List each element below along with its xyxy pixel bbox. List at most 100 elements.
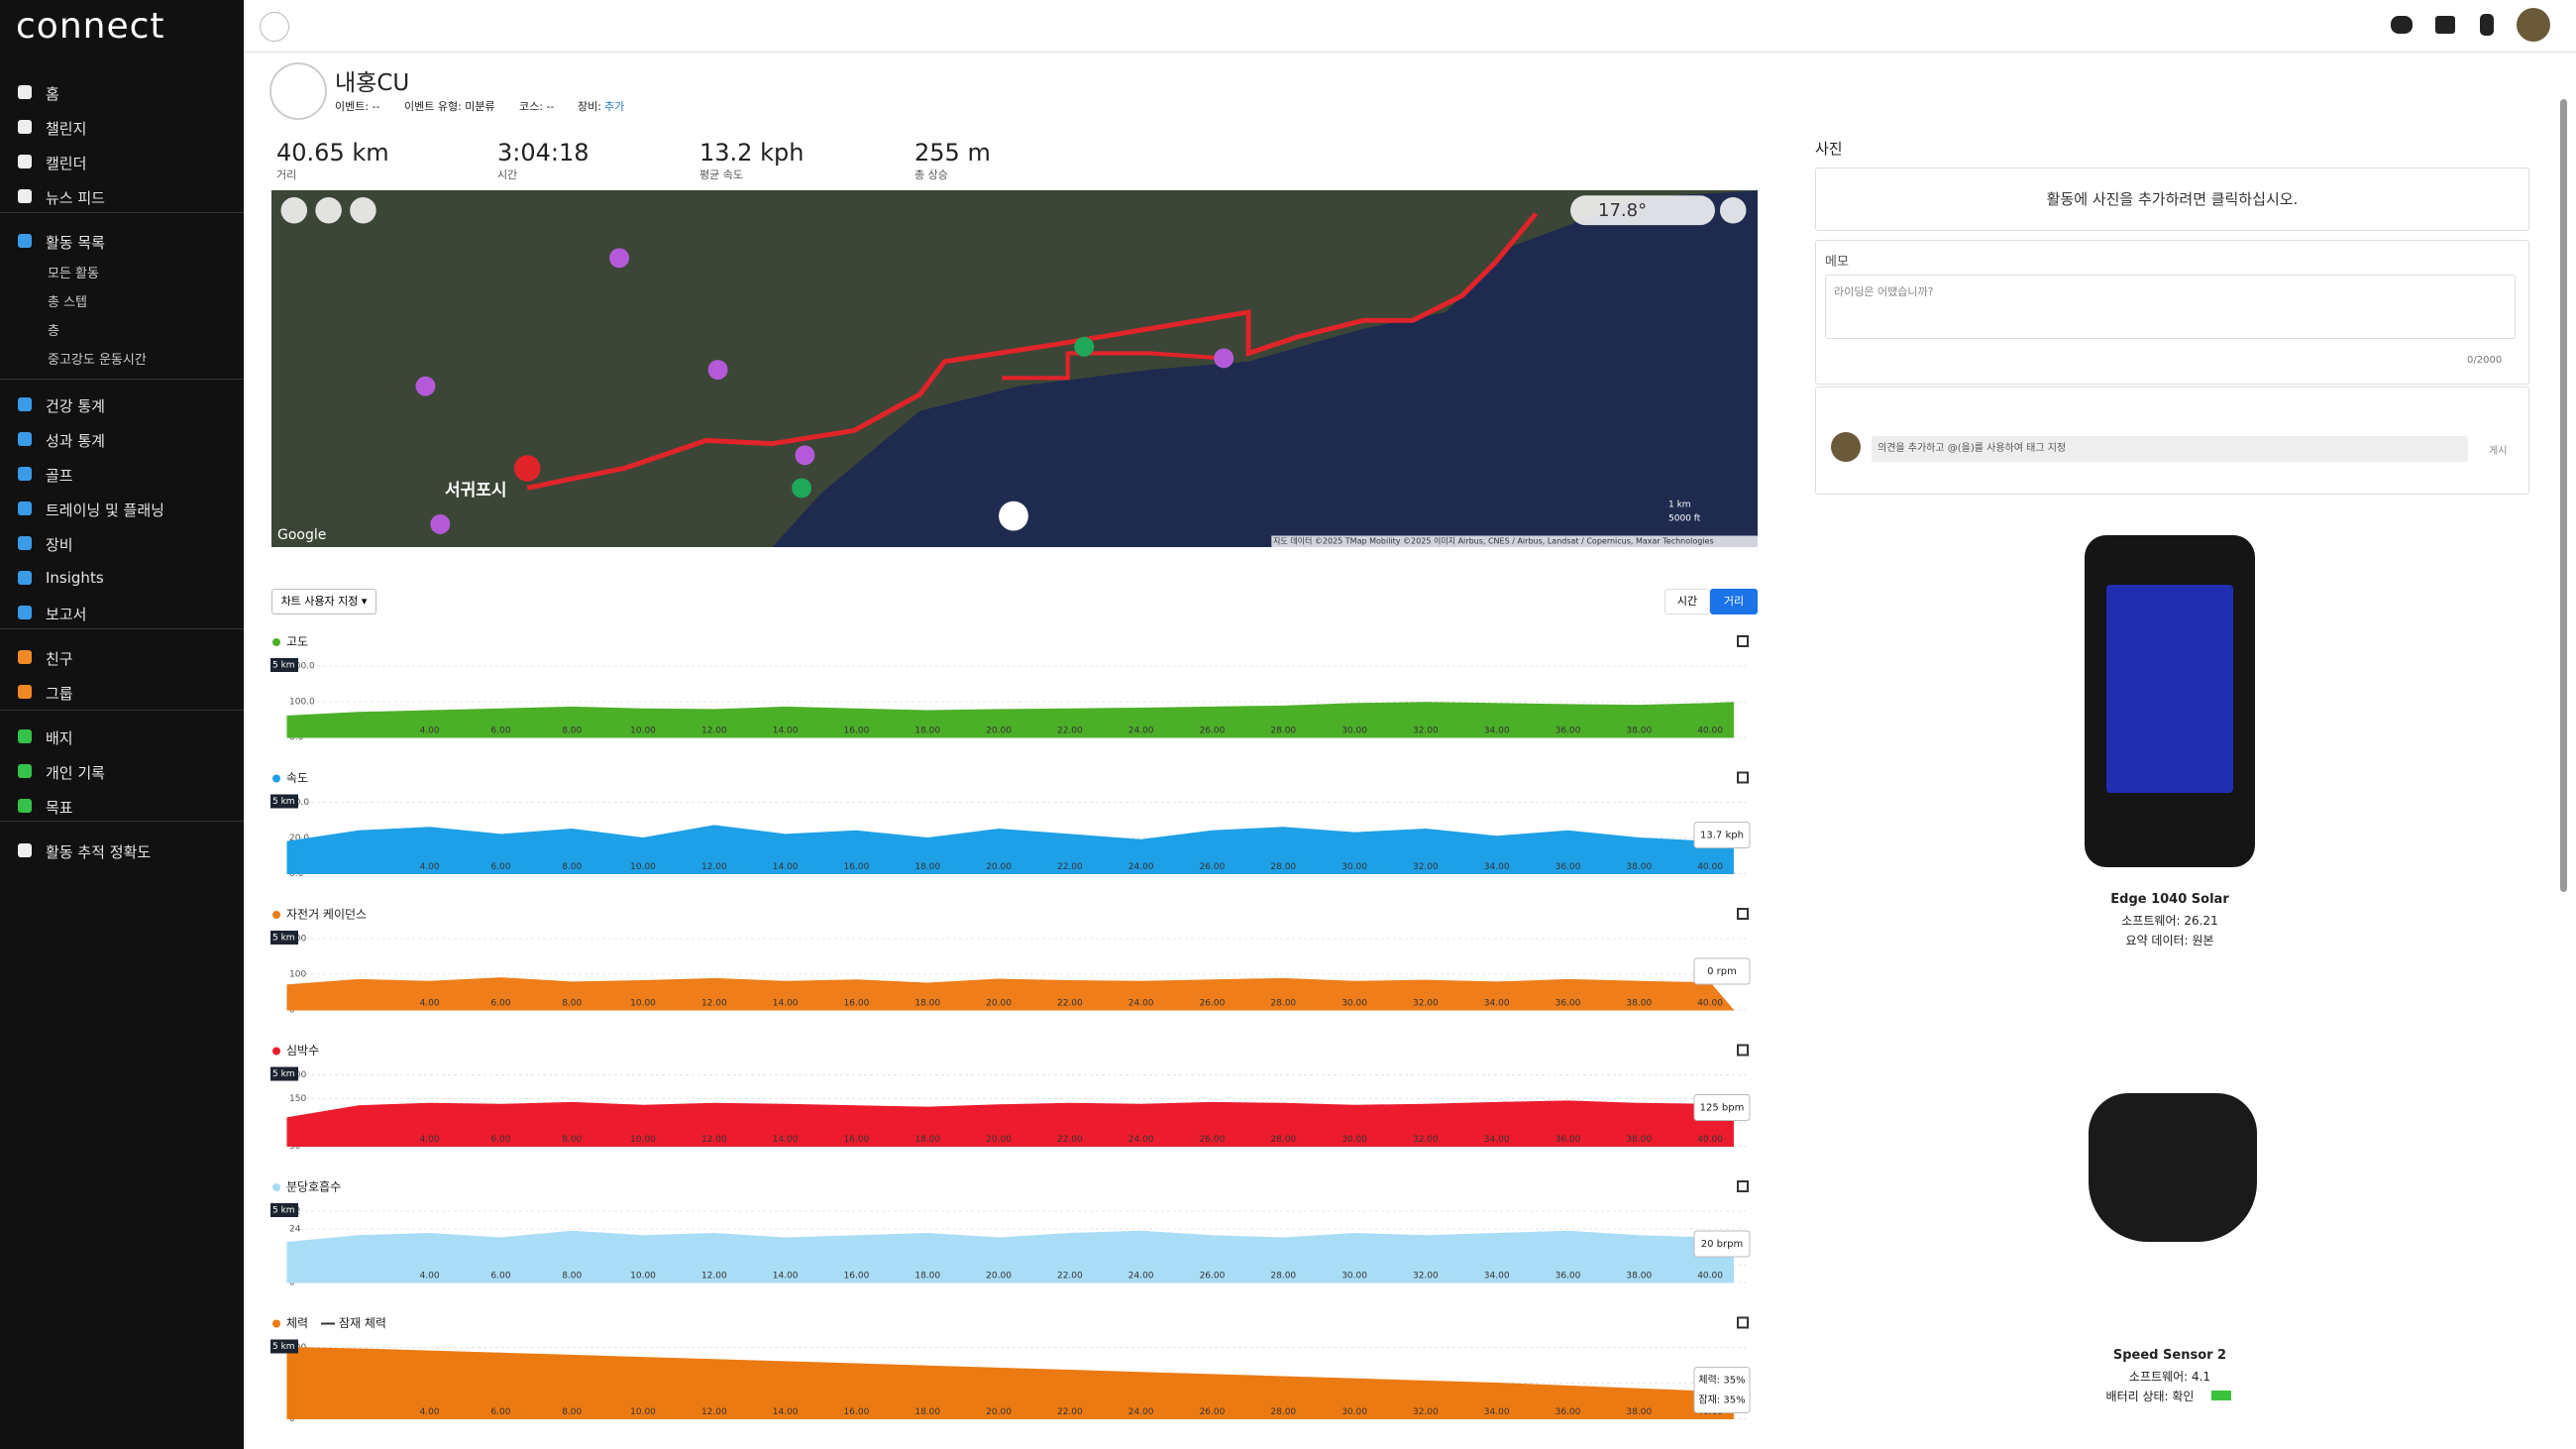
start-marker[interactable] bbox=[513, 455, 541, 482]
x-tick-label: 18.00 bbox=[914, 726, 940, 736]
notes-title: 메모 bbox=[1825, 255, 1849, 270]
customize-button[interactable]: 차트 사용자 지정 ▾ bbox=[271, 589, 376, 614]
activity-title[interactable]: 내홍CU bbox=[335, 70, 410, 96]
distance-toggle[interactable]: 거리 bbox=[1710, 589, 1758, 614]
meta-type[interactable]: 이벤트 유형: 미분류 bbox=[404, 100, 495, 113]
add-photo[interactable]: 활동에 사진을 추가하려면 클릭하십시오. bbox=[1815, 167, 2529, 231]
nav-item[interactable]: 골프 bbox=[46, 467, 73, 485]
x-tick-label: 20.00 bbox=[986, 1272, 1012, 1282]
zoom-in[interactable] bbox=[280, 196, 308, 224]
nav-icon bbox=[18, 729, 32, 743]
x-tick-label: 4.00 bbox=[420, 862, 440, 872]
x-tick-label: 24.00 bbox=[1128, 1407, 1154, 1417]
submenu-item[interactable]: 층 bbox=[48, 324, 59, 339]
nav-item[interactable]: 활동 추적 정확도 bbox=[46, 843, 152, 861]
nav-item[interactable]: 친구 bbox=[46, 650, 73, 668]
nav-icon bbox=[18, 606, 32, 619]
nav-item[interactable]: 활동 목록 bbox=[46, 234, 105, 252]
x-tick-label: 18.00 bbox=[914, 999, 940, 1009]
nav-item[interactable]: 성과 통계 bbox=[46, 432, 105, 450]
poi[interactable] bbox=[415, 376, 436, 396]
scrollbar[interactable] bbox=[2560, 99, 2567, 892]
x-tick-label: 4.00 bbox=[420, 726, 440, 736]
nav-item[interactable]: 트레이닝 및 플래닝 bbox=[46, 502, 164, 519]
chart-title: 고도 bbox=[286, 635, 308, 649]
poi[interactable] bbox=[430, 513, 451, 534]
x-tick-label: 18.00 bbox=[914, 862, 940, 872]
logo[interactable]: connect bbox=[16, 6, 165, 47]
inbox-icon[interactable] bbox=[2435, 16, 2455, 34]
nav-item[interactable]: 그룹 bbox=[46, 685, 73, 703]
device-icon[interactable] bbox=[2480, 14, 2494, 36]
submenu-item[interactable]: 모든 활동 bbox=[48, 267, 99, 281]
layers[interactable] bbox=[350, 196, 376, 224]
weather-pill[interactable] bbox=[1570, 195, 1715, 226]
nav-item[interactable]: 목표 bbox=[46, 799, 73, 817]
nav-icon bbox=[18, 502, 32, 515]
poi[interactable] bbox=[707, 360, 728, 380]
activity-icon bbox=[269, 62, 327, 120]
x-tick-label: 40.00 bbox=[1697, 1407, 1723, 1417]
nav-item[interactable]: 배지 bbox=[46, 729, 73, 747]
nav-item[interactable]: Insights bbox=[46, 569, 104, 587]
route bbox=[526, 211, 1539, 491]
x-tick-label: 4.00 bbox=[420, 1272, 440, 1282]
upload-icon[interactable] bbox=[2391, 16, 2413, 34]
nav-item[interactable]: 챌린지 bbox=[46, 120, 87, 138]
poi[interactable] bbox=[792, 478, 812, 499]
x-tick-label: 28.00 bbox=[1270, 1272, 1296, 1282]
poi[interactable] bbox=[1214, 348, 1234, 369]
x-tick-label: 16.00 bbox=[844, 862, 870, 872]
zoom-label: 5 km bbox=[272, 1342, 295, 1352]
zoom-badge bbox=[270, 931, 298, 945]
zoom-label: 5 km bbox=[272, 797, 295, 807]
fullscreen[interactable] bbox=[1719, 196, 1747, 224]
zoom-out[interactable] bbox=[315, 196, 342, 224]
scale-ft: 5000 ft bbox=[1668, 514, 1701, 524]
x-tick-label: 38.00 bbox=[1626, 1407, 1652, 1417]
x-tick-label: 8.00 bbox=[562, 999, 582, 1009]
submenu-item[interactable]: 총 스텝 bbox=[48, 295, 88, 310]
nav-item[interactable]: 뉴스 피드 bbox=[46, 189, 105, 207]
x-tick-label: 24.00 bbox=[1128, 1272, 1154, 1282]
city-label: 서귀포시 bbox=[445, 481, 507, 501]
poi[interactable] bbox=[795, 445, 815, 466]
nav-item[interactable]: 캘린더 bbox=[46, 155, 87, 172]
device-info: 배터리 상태: 확인 bbox=[2105, 1390, 2195, 1403]
back-button[interactable] bbox=[260, 12, 289, 42]
nav-item[interactable]: 개인 기록 bbox=[46, 764, 105, 782]
legend-dot bbox=[272, 1319, 280, 1328]
x-tick-label: 24.00 bbox=[1128, 999, 1154, 1009]
nav-item[interactable]: 홈 bbox=[46, 85, 59, 103]
nav-item[interactable]: 장비 bbox=[46, 536, 73, 554]
device-info: 소프트웨어: 26.21 bbox=[2121, 914, 2218, 928]
meta-course[interactable]: 코스: -- bbox=[519, 100, 555, 113]
add-gear[interactable]: 추가 bbox=[604, 100, 625, 113]
map[interactable]: 서귀포시 Google 17.8° 1 km 5000 ft 지도 데이터 ©2… bbox=[271, 190, 1758, 547]
time-toggle[interactable]: 시간 bbox=[1664, 589, 1710, 614]
legend-dot bbox=[272, 911, 280, 919]
comment-input[interactable]: 의견을 추가하고 @(을)를 사용하여 태그 지정 bbox=[1872, 436, 2468, 462]
x-tick-label: 22.00 bbox=[1057, 1272, 1083, 1282]
x-tick-label: 36.00 bbox=[1556, 1135, 1581, 1145]
submenu-item[interactable]: 중고강도 운동시간 bbox=[48, 353, 147, 368]
poi[interactable] bbox=[1074, 336, 1095, 357]
nav-item[interactable]: 보고서 bbox=[46, 606, 87, 623]
expand-icon bbox=[1737, 908, 1749, 920]
y-tick-label: 200 bbox=[289, 935, 306, 945]
avatar[interactable] bbox=[2517, 8, 2550, 42]
x-tick-label: 34.00 bbox=[1484, 1135, 1510, 1145]
nav-item[interactable]: 건강 통계 bbox=[46, 397, 105, 415]
notes-input[interactable]: 라이딩은 어땠습니까? bbox=[1825, 275, 2516, 339]
meta-event[interactable]: 이벤트: -- bbox=[335, 100, 380, 113]
post-button[interactable]: 게시 bbox=[2489, 446, 2508, 457]
y-tick-label: 100 bbox=[289, 1118, 306, 1128]
poi[interactable] bbox=[609, 248, 630, 269]
area-series bbox=[286, 1346, 1734, 1419]
x-tick-label: 12.00 bbox=[701, 862, 727, 872]
area-series bbox=[286, 702, 1734, 738]
x-tick-label: 6.00 bbox=[490, 999, 510, 1009]
chart-title: 심박수 bbox=[286, 1044, 319, 1058]
play-button[interactable] bbox=[999, 501, 1028, 531]
x-tick-label: 12.00 bbox=[701, 726, 727, 736]
